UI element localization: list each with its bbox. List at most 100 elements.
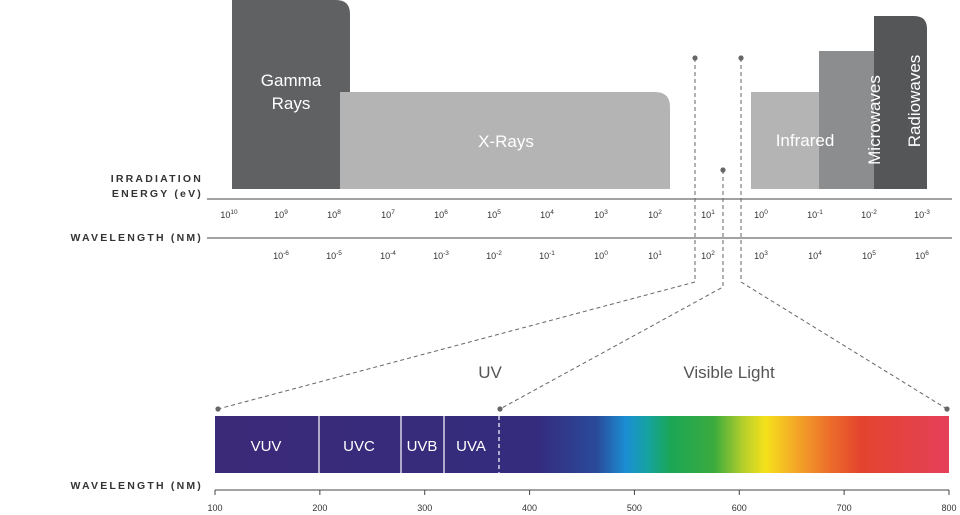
tick-exp: 2 [711,250,715,257]
tick-exp: -1 [549,250,555,257]
band-label: Infrared [776,131,835,150]
tick-label: 101 [701,209,715,220]
tick-label: 10-4 [380,250,396,261]
tick-exp: -2 [871,209,877,216]
tick-base: 10 [807,210,817,220]
band-label: Radiowaves [905,55,924,148]
tick-base: 10 [274,210,284,220]
tick-label: 1010 [220,209,238,220]
tick-label: 106 [434,209,448,220]
tick-label: 10-2 [486,250,502,261]
tick-base: 10 [487,210,497,220]
tick-base: 10 [433,251,443,261]
tick-label: 400 [522,503,537,513]
region-label: Visible Light [683,363,775,382]
tick-base: 10 [220,210,230,220]
tick-exp: 8 [337,209,341,216]
tick-base: 10 [701,210,711,220]
axis-title: WAVELENGTH (NM) [70,480,203,492]
tick-exp: -6 [283,250,289,257]
tick-base: 10 [754,251,764,261]
band-label: Microwaves [865,75,884,165]
xray-band [340,92,670,189]
tick-label: 700 [837,503,852,513]
tick-label: 104 [540,209,554,220]
tick-exp: 1 [658,250,662,257]
tick-base: 10 [914,210,924,220]
connectors [217,58,948,410]
tick-base: 10 [648,210,658,220]
tick-exp: 4 [818,250,822,257]
tick-base: 10 [327,210,337,220]
tick-label: 100 [594,250,608,261]
tick-base: 10 [754,210,764,220]
tick-exp: 6 [925,250,929,257]
tick-label: 10-1 [807,209,823,220]
band-label: X-Rays [478,132,534,151]
tick-base: 10 [594,251,604,261]
tick-exp: -4 [390,250,396,257]
tick-base: 10 [701,251,711,261]
tick-base: 10 [540,210,550,220]
tick-exp: 6 [444,209,448,216]
tick-label: 200 [312,503,327,513]
region-label: UV [478,363,502,382]
band-label: Gamma Rays [261,71,322,113]
tick-label: 102 [648,209,662,220]
tick-label: 10-3 [433,250,449,261]
tick-exp: -3 [924,209,930,216]
tick-exp: -3 [443,250,449,257]
segment-label: UVA [456,438,486,455]
tick-base: 10 [915,251,925,261]
segment-label: UVB [407,438,438,455]
tick-exp: 10 [230,209,238,216]
tick-label: 105 [487,209,501,220]
tick-label: 108 [327,209,341,220]
tick-base: 10 [326,251,336,261]
spectrum-bar [215,416,949,473]
tick-label: 106 [915,250,929,261]
tick-label: 100 [754,209,768,220]
tick-label: 600 [732,503,747,513]
segment-label: VUV [251,438,282,455]
tick-base: 10 [861,210,871,220]
tick-label: 105 [862,250,876,261]
radio-band [874,16,927,189]
tick-base: 10 [862,251,872,261]
tick-base: 10 [381,210,391,220]
tick-label: 107 [381,209,395,220]
tick-exp: 3 [764,250,768,257]
tick-label: 102 [701,250,715,261]
tick-exp: 0 [764,209,768,216]
tick-exp: 9 [284,209,288,216]
tick-base: 10 [808,251,818,261]
tick-exp: 4 [550,209,554,216]
tick-base: 10 [539,251,549,261]
tick-exp: -5 [336,250,342,257]
tick-exp: -2 [496,250,502,257]
tick-label: 500 [627,503,642,513]
tick-label: 103 [594,209,608,220]
tick-base: 10 [273,251,283,261]
tick-base: 10 [486,251,496,261]
tick-base: 10 [648,251,658,261]
tick-label: 10-2 [861,209,877,220]
tick-exp: 7 [391,209,395,216]
tick-label: 10-1 [539,250,555,261]
tick-exp: 2 [658,209,662,216]
tick-label: 10-6 [273,250,289,261]
tick-label: 800 [941,503,956,513]
tick-base: 10 [594,210,604,220]
tick-label: 101 [648,250,662,261]
connector-dots [215,55,950,412]
tick-base: 10 [380,251,390,261]
axis-title: ENERGY (eV) [112,188,203,200]
gamma-band [232,0,350,189]
axis-title: WAVELENGTH (NM) [70,232,203,244]
tick-base: 10 [434,210,444,220]
tick-label: 104 [808,250,822,261]
tick-exp: 3 [604,209,608,216]
tick-exp: 5 [497,209,501,216]
axis-title: IRRADIATION [111,173,203,185]
